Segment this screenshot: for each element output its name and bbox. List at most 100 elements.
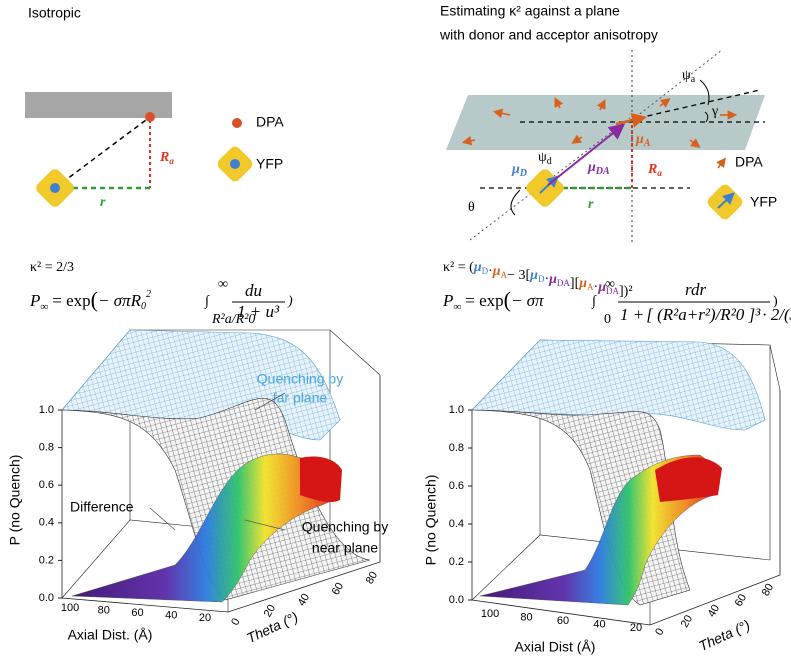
x-tick-label: 60 [131, 607, 143, 619]
x-tick-label: 40 [593, 618, 605, 630]
kappa-term: κ² = ( [443, 260, 474, 275]
y-tick-label: 0.0 [449, 594, 464, 606]
y-tick-label: 1.0 [449, 404, 464, 416]
mu-sub: DA [595, 166, 610, 177]
kappa-term: μ [492, 264, 501, 279]
y-tick-label: 0.0 [39, 592, 54, 604]
psi-a: ψa [682, 68, 696, 85]
theta-tick-label: 40 [706, 603, 723, 620]
x-tick-label: 100 [481, 608, 499, 620]
kappa-term: μ [578, 276, 587, 291]
panel-title: with donor and acceptor anisotropy [439, 27, 658, 43]
theta-tick-label: 80 [760, 582, 777, 599]
legend-yfp: YFP [256, 156, 283, 172]
isotropic-diagram [25, 92, 255, 209]
kappa-term: ])² [619, 284, 633, 299]
eq-lhs: P∞= exp(− σπR02 [29, 287, 151, 312]
ra-sub: a [657, 168, 662, 178]
kappa-term: μ [473, 260, 482, 275]
eq-den: 1 + u³ [237, 302, 280, 321]
r-label: r [588, 197, 594, 212]
mu: μ [587, 160, 596, 175]
ra-label: Ra [647, 162, 662, 178]
y-tick-label: 0.6 [449, 480, 464, 492]
annotation: Quenching by [302, 519, 388, 535]
eq-rsub: 0 [141, 301, 146, 312]
page: Isotropic Ra r DPA YFP κ² = 2/3 P∞= exp(… [0, 0, 791, 668]
legend-dpa: DPA [256, 114, 284, 130]
y-tick-label: 0.8 [39, 442, 54, 454]
theta-tick-label: 0 [653, 626, 666, 637]
ra-letter: R [159, 150, 169, 165]
figure: Isotropic Ra r DPA YFP κ² = 2/3 P∞= exp(… [0, 0, 791, 663]
x-axis-label: Axial Dist (Å) [515, 639, 596, 655]
y-tick-label: 0.2 [39, 554, 54, 566]
eq-close: ) [287, 294, 293, 309]
eq-upper: ∞ [218, 277, 228, 292]
y-axis-label: P (no Quench) [7, 455, 23, 546]
leader-line [150, 508, 175, 530]
eq-den-a: 1 + [620, 305, 644, 324]
eq-rsup: 2 [146, 289, 151, 300]
eq-exp: = exp [52, 291, 90, 310]
psi-sub: a [691, 74, 696, 85]
eq-integral: ∫ [204, 294, 210, 309]
x-tick-label: 40 [165, 609, 177, 621]
theta-tick-label: 60 [733, 592, 750, 609]
kappa-sub: DA [557, 278, 570, 288]
x-tick-label: 20 [630, 622, 642, 634]
y-axis-label: P (no Quench) [423, 475, 439, 566]
eq-exp: = exp [465, 291, 503, 310]
theta-tick-label: 40 [296, 592, 313, 609]
theta: θ [468, 200, 475, 215]
psi: ψ [682, 68, 691, 83]
eq-p: P [442, 291, 453, 310]
x-tick-label: 80 [98, 604, 110, 616]
psi: ψ [538, 150, 547, 165]
eq-sub: ∞ [453, 301, 461, 313]
eq-open: ( [91, 287, 98, 312]
anisotropy-diagram [446, 50, 765, 245]
equation: P∞= exp(− σπR02 ∫ ∞ R²a/R²0 du 1 + u³ ) [29, 277, 293, 327]
ra-sub: a [169, 156, 174, 166]
x-tick-label: 60 [557, 615, 569, 627]
mu-d: μD [511, 162, 527, 179]
y-tick-label: 0.4 [449, 518, 464, 530]
eq-den-b: [ (R²a+r²)/R²0 ]³ [646, 305, 761, 324]
equation: P∞= exp(− σπ ∫ ∞ 0 rdr 1 +[ (R²a+r²)/R²0… [442, 277, 791, 327]
annotation: Quenching by [257, 371, 343, 387]
mu: μ [511, 162, 520, 177]
gamma: γ [711, 104, 718, 119]
eq-integral: ∫ [591, 294, 597, 309]
mu-da: μDA [587, 160, 610, 177]
eq-den: 1 +[ (R²a+r²)/R²0 ]³· 2/(3κ²) [620, 305, 791, 324]
kappa-term: μ [548, 272, 557, 287]
panel-title: Isotropic [28, 5, 81, 21]
kappa-term: − 3[ [507, 268, 530, 283]
legend-yfp: YFP [750, 194, 777, 210]
x-tick-label: 20 [199, 612, 211, 624]
eq-lhs: P∞= exp(− σπ [442, 287, 544, 312]
kappa-term: ][ [570, 276, 580, 291]
annotation: far plane [273, 390, 328, 406]
theta-tick-label: 60 [330, 581, 347, 598]
eq-sub: ∞ [40, 301, 48, 313]
psi-d: ψd [538, 150, 552, 167]
theta-axis-label: Theta (°) [696, 616, 752, 654]
annotation: near plane [312, 540, 378, 556]
x-tick-label: 80 [520, 611, 532, 623]
eq-open: ( [504, 287, 511, 312]
kappa-term: μ [529, 268, 538, 283]
mu: μ [635, 132, 644, 147]
y-tick-label: 0.8 [449, 442, 464, 454]
theta-tick-label: 80 [364, 570, 381, 587]
ra-label: Ra [159, 150, 174, 166]
kappa: κ² = 2/3 [30, 260, 74, 275]
mu-sub: D [519, 168, 527, 179]
eq-num: rdr [685, 280, 706, 299]
ra-letter: R [647, 162, 657, 177]
eq-close: ) [773, 294, 778, 309]
y-tick-label: 1.0 [39, 404, 54, 416]
theta-tick-label: 0 [229, 616, 242, 627]
y-tick-label: 0.2 [449, 556, 464, 568]
